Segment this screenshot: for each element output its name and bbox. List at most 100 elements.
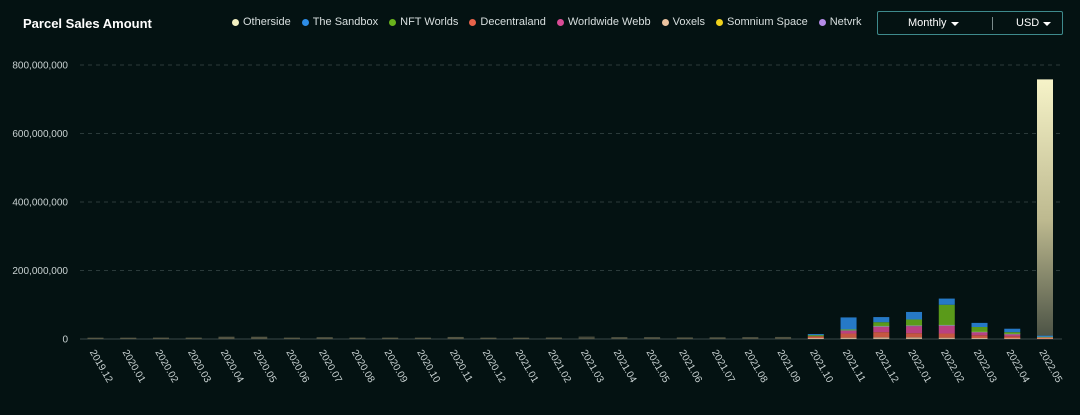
bar-segment[interactable] [414,337,431,339]
bar-segment[interactable] [218,337,235,339]
bar-segment[interactable] [676,337,693,339]
bar-segment[interactable] [971,322,988,328]
bar-segment[interactable] [906,337,923,339]
bar-segment[interactable] [840,329,857,331]
legend-dot-icon [301,18,309,26]
x-tick-label: 2020.06 [283,348,311,385]
bar-segment[interactable] [611,337,628,339]
bar-segment[interactable] [382,337,399,339]
bar-segment[interactable] [906,325,923,327]
bar-segment[interactable] [873,327,890,333]
legend-dot-icon [716,18,724,26]
currency-dropdown[interactable]: USD [1016,17,1052,29]
bar-segment[interactable] [1004,336,1021,339]
legend-item[interactable]: Decentraland [469,16,546,28]
x-tick-label: 2021.01 [513,348,541,385]
bar-segment[interactable] [775,337,792,339]
bar-segment[interactable] [283,337,300,339]
period-dropdown[interactable]: Monthly [908,17,959,29]
bar-segment[interactable] [971,337,988,339]
bar-segment[interactable] [742,337,759,339]
legend-dot-icon [232,18,239,26]
bar-segment[interactable] [971,327,988,333]
bar-segment[interactable] [349,337,366,339]
x-tick-label: 2022.01 [905,348,933,385]
bar-segment[interactable] [938,333,955,338]
legend-item[interactable]: Somnium Space [716,16,808,28]
bar-segment[interactable] [840,330,857,334]
legend-dot-icon [556,18,564,26]
bar-segment[interactable] [873,337,890,339]
bar-segment[interactable] [120,337,137,339]
bar-segment[interactable] [971,332,988,336]
bar-segment[interactable] [251,337,268,339]
bar-segment[interactable] [840,333,857,338]
bar-segment[interactable] [807,337,824,339]
legend-item[interactable]: Otherside [232,16,291,28]
bar-segment[interactable] [807,335,824,337]
bar-segment[interactable] [807,336,824,338]
bar-segment[interactable] [1037,335,1053,337]
bar-segment[interactable] [251,336,268,338]
bar-segment[interactable] [938,325,955,334]
bar-segment[interactable] [906,326,923,334]
bar-segment[interactable] [873,322,890,327]
legend-item[interactable]: Worldwide Webb [556,16,651,28]
bar-segment[interactable] [938,298,955,305]
legend-dot-icon [389,18,397,26]
bar-segment[interactable] [709,337,726,339]
chevron-down-icon [1043,21,1052,26]
bar-segment[interactable] [152,337,169,339]
bar-segment[interactable] [938,337,955,339]
bar-segment[interactable] [873,325,890,328]
bar-segment[interactable] [840,337,857,339]
bar-segment[interactable] [316,337,333,339]
bar-segment[interactable] [1004,334,1021,337]
bar-segment[interactable] [906,311,923,320]
x-tick-label: 2022.04 [1004,348,1032,385]
x-tick-label: 2019.12 [87,348,115,385]
bar-segment[interactable] [807,334,824,336]
y-tick-label: 600,000,000 [12,129,68,140]
bar-segment[interactable] [938,324,955,326]
bar-segment[interactable] [1004,332,1021,335]
bar-segment[interactable] [938,304,955,326]
bar-segment[interactable] [578,337,595,339]
x-tick-label: 2020.02 [152,348,180,385]
bar-segment[interactable] [906,333,923,338]
bar-segment[interactable] [906,319,923,326]
bar-segment[interactable] [578,336,595,338]
bar-segment[interactable] [480,337,497,339]
bar-segment[interactable] [1037,79,1053,336]
bar-segment[interactable] [513,337,530,339]
currency-dropdown-label: USD [1016,17,1040,29]
bar-segment[interactable] [545,337,562,339]
x-tick-label: 2021.09 [774,348,802,385]
legend-label: Worldwide Webb [567,16,651,28]
bar-segment[interactable] [873,332,890,338]
bar-segment[interactable] [218,336,235,338]
x-tick-label: 2021.12 [873,348,901,385]
legend-item[interactable]: NFT Worlds [389,16,458,28]
bar-segment[interactable] [87,337,104,339]
bar-segment[interactable] [873,317,890,323]
bar-segment[interactable] [447,336,464,339]
legend-item[interactable]: Voxels [661,16,705,28]
bar-segment[interactable] [611,337,628,339]
legend-item[interactable]: Netvrk [818,16,862,28]
bar-segment[interactable] [644,337,661,339]
bar-segment[interactable] [447,337,464,339]
bar-segment[interactable] [644,337,661,339]
bar-segment[interactable] [971,335,988,338]
bar-segment[interactable] [1037,337,1053,339]
bar-segment[interactable] [742,337,759,339]
bar-segment[interactable] [840,317,857,330]
bar-segment[interactable] [185,337,202,339]
bar-segment[interactable] [775,336,792,339]
legend-item[interactable]: The Sandbox [301,16,378,28]
bar-segment[interactable] [1037,336,1053,338]
chart-controls: Monthly USD [877,11,1063,35]
chart-legend: Otherside The Sandbox NFT Worlds Decentrala… [232,16,873,28]
bar-segment[interactable] [1004,328,1021,333]
bar-segment[interactable] [1004,337,1021,339]
